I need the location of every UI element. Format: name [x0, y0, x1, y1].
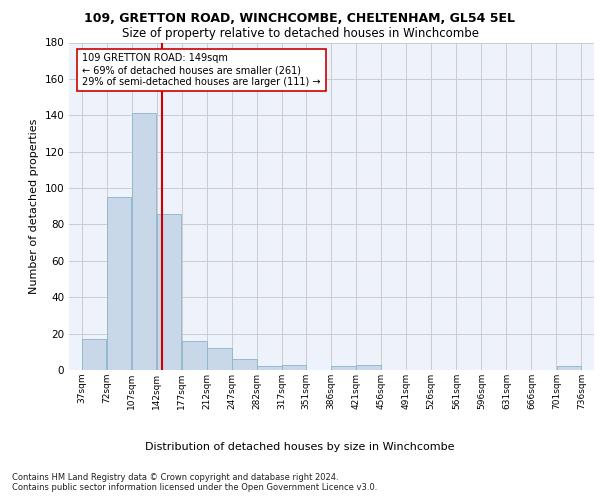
- Bar: [356, 364, 381, 370]
- Text: Distribution of detached houses by size in Winchcombe: Distribution of detached houses by size …: [145, 442, 455, 452]
- Bar: [331, 366, 356, 370]
- Bar: [557, 366, 581, 370]
- Bar: [157, 214, 181, 370]
- Bar: [281, 364, 306, 370]
- Bar: [232, 359, 257, 370]
- Y-axis label: Number of detached properties: Number of detached properties: [29, 118, 39, 294]
- Bar: [182, 341, 206, 370]
- Bar: [82, 339, 106, 370]
- Text: 109, GRETTON ROAD, WINCHCOMBE, CHELTENHAM, GL54 5EL: 109, GRETTON ROAD, WINCHCOMBE, CHELTENHA…: [85, 12, 515, 26]
- Bar: [257, 366, 281, 370]
- Text: 109 GRETTON ROAD: 149sqm
← 69% of detached houses are smaller (261)
29% of semi-: 109 GRETTON ROAD: 149sqm ← 69% of detach…: [82, 54, 321, 86]
- Bar: [207, 348, 232, 370]
- Bar: [132, 114, 157, 370]
- Text: Size of property relative to detached houses in Winchcombe: Size of property relative to detached ho…: [121, 28, 479, 40]
- Text: Contains HM Land Registry data © Crown copyright and database right 2024.
Contai: Contains HM Land Registry data © Crown c…: [12, 472, 377, 492]
- Bar: [107, 197, 131, 370]
